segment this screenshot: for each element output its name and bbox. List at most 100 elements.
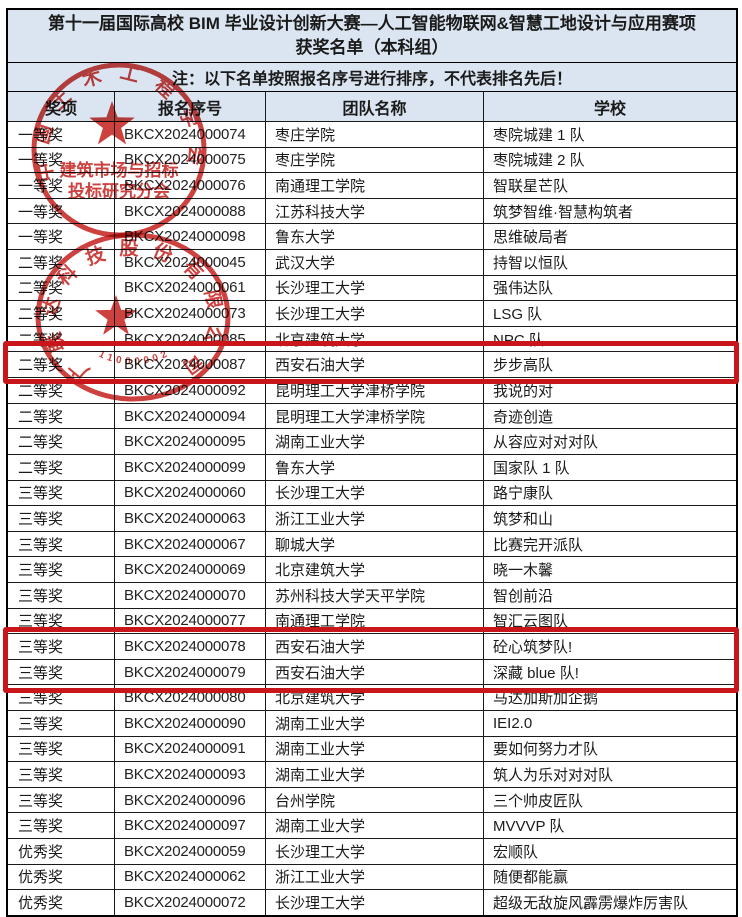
school-cell: 江苏科技大学 [265,198,483,224]
team-cell: 奇迹创造 [483,403,736,429]
table-row: 三等奖 BKCX2024000078 西安石油大学 砼心筑梦队! [8,633,736,659]
school-cell: 湖南工业大学 [265,736,483,762]
school-cell: 聊城大学 [265,531,483,557]
team-cell: 筑人为乐对对对队 [483,762,736,787]
award-cell: 二等奖 [18,280,64,298]
team-cell: MVVVP 队 [483,813,736,839]
registration-id-cell: BKCX2024000070 [114,582,265,608]
school-cell: 枣庄学院 [265,122,483,147]
team-cell: 从容应对对对队 [483,429,736,454]
team-cell: NPC 队 [483,326,736,352]
registration-id-cell: BKCX2024000088 [114,198,265,224]
table-body: 一等奖 BKCX2024000074 枣庄学院 枣院城建 1 队 一等奖 BKC… [8,121,736,915]
school-cell: 北京建筑大学 [265,326,483,352]
award-cell: 二等奖 [18,459,64,477]
registration-id-cell: BKCX2024000060 [114,480,265,506]
table-row: 三等奖 BKCX2024000069 北京建筑大学 晓一木馨 [8,556,736,582]
team-cell: 枣院城建 2 队 [483,147,736,173]
school-cell: 长沙理工大学 [265,890,483,915]
column-header-team-name: 团队名称 [265,92,483,121]
table-row: 三等奖 BKCX2024000080 北京建筑大学 马达加斯加企鹅 [8,684,736,711]
table-row: 三等奖 BKCX2024000096 台州学院 三个帅皮匠队 [8,786,736,813]
table-row: 三等奖 BKCX2024000060 长沙理工大学 路宁康队 [8,479,736,506]
registration-id-cell: BKCX2024000092 [114,378,265,403]
award-cell: 三等奖 [18,485,64,503]
registration-id-cell: BKCX2024000093 [114,762,265,787]
registration-id-cell: BKCX2024000076 [114,173,265,198]
registration-id-cell: BKCX2024000077 [114,608,265,634]
team-cell: 三个帅皮匠队 [483,787,736,813]
school-cell: 浙江工业大学 [265,864,483,890]
registration-id-cell: BKCX2024000096 [114,787,265,813]
award-cell: 三等奖 [18,562,64,580]
registration-id-cell: BKCX2024000098 [114,224,265,250]
award-cell: 三等奖 [18,818,64,836]
school-cell: 北京建筑大学 [265,557,483,582]
team-cell: IEI2.0 [483,711,736,736]
team-cell: 枣院城建 1 队 [483,122,736,147]
team-cell: 比赛完开派队 [483,531,736,557]
table-row: 二等奖 BKCX2024000085 北京建筑大学 NPC 队 [8,325,736,352]
registration-id-cell: BKCX2024000091 [114,736,265,762]
award-cell: 一等奖 [18,152,64,170]
team-cell: 晓一木馨 [483,557,736,582]
table-row: 三等奖 BKCX2024000093 湖南工业大学 筑人为乐对对对队 [8,761,736,787]
table-row: 一等奖 BKCX2024000088 江苏科技大学 筑梦智维·智慧构筑者 [8,197,736,224]
award-cell: 二等奖 [18,408,64,426]
team-cell: 我说的对 [483,378,736,403]
table-row: 二等奖 BKCX2024000073 长沙理工大学 LSG 队 [8,300,736,326]
school-cell: 湖南工业大学 [265,429,483,454]
team-cell: 智汇云图队 [483,608,736,634]
registration-id-cell: BKCX2024000069 [114,557,265,582]
award-cell: 优秀奖 [18,843,64,861]
registration-id-cell: BKCX2024000072 [114,890,265,915]
table-row: 一等奖 BKCX2024000076 南通理工学院 智联星芒队 [8,172,736,198]
school-cell: 枣庄学院 [265,147,483,173]
award-cell: 二等奖 [18,434,64,452]
team-cell: 路宁康队 [483,480,736,506]
team-cell: 国家队 1 队 [483,454,736,480]
table-row: 优秀奖 BKCX2024000062 浙江工业大学 随便都能赢 [8,863,736,890]
team-cell: 思维破局者 [483,224,736,250]
award-cell: 三等奖 [18,613,64,631]
table-row: 三等奖 BKCX2024000091 湖南工业大学 要如何努力才队 [8,735,736,762]
award-cell: 一等奖 [18,203,64,221]
registration-id-cell: BKCX2024000067 [114,531,265,557]
registration-id-cell: BKCX2024000074 [114,122,265,147]
school-cell: 南通理工学院 [265,608,483,634]
award-cell: 三等奖 [18,510,64,528]
award-cell: 三等奖 [18,536,64,554]
school-cell: 北京建筑大学 [265,685,483,711]
school-cell: 长沙理工大学 [265,301,483,326]
table-row: 二等奖 BKCX2024000087 西安石油大学 步步高队 [8,351,736,378]
school-cell: 南通理工学院 [265,173,483,198]
school-cell: 浙江工业大学 [265,506,483,531]
registration-id-cell: BKCX2024000061 [114,275,265,301]
team-cell: 随便都能赢 [483,864,736,890]
award-cell: 一等奖 [18,126,64,144]
team-cell: 智创前沿 [483,582,736,608]
team-cell: 深藏 blue 队! [483,659,736,685]
table-row: 优秀奖 BKCX2024000059 长沙理工大学 宏顺队 [8,838,736,864]
school-cell: 苏州科技大学天平学院 [265,582,483,608]
school-cell: 长沙理工大学 [265,480,483,506]
award-cell: 一等奖 [18,229,64,247]
school-cell: 长沙理工大学 [265,275,483,301]
column-header-award: 奖项 [44,100,77,118]
registration-id-cell: BKCX2024000095 [114,429,265,454]
table-row: 二等奖 BKCX2024000045 武汉大学 持智以恒队 [8,249,736,275]
registration-id-cell: BKCX2024000075 [114,147,265,173]
table-row: 一等奖 BKCX2024000075 枣庄学院 枣院城建 2 队 [8,146,736,173]
school-cell: 昆明理工大学津桥学院 [265,378,483,403]
award-table: 第十一届国际高校 BIM 毕业设计创新大赛—人工智能物联网&智慧工地设计与应用赛… [6,8,738,917]
school-cell: 西安石油大学 [265,352,483,378]
table-row: 三等奖 BKCX2024000090 湖南工业大学 IEI2.0 [8,710,736,736]
registration-id-cell: BKCX2024000045 [114,250,265,275]
page-title-line2: 获奖名单（本科组） [295,38,449,57]
table-row: 三等奖 BKCX2024000077 南通理工学院 智汇云图队 [8,607,736,634]
award-cell: 优秀奖 [18,869,64,887]
award-cell: 三等奖 [18,638,64,656]
team-cell: 要如何努力才队 [483,736,736,762]
registration-id-cell: BKCX2024000078 [114,634,265,659]
award-cell: 三等奖 [18,664,64,682]
